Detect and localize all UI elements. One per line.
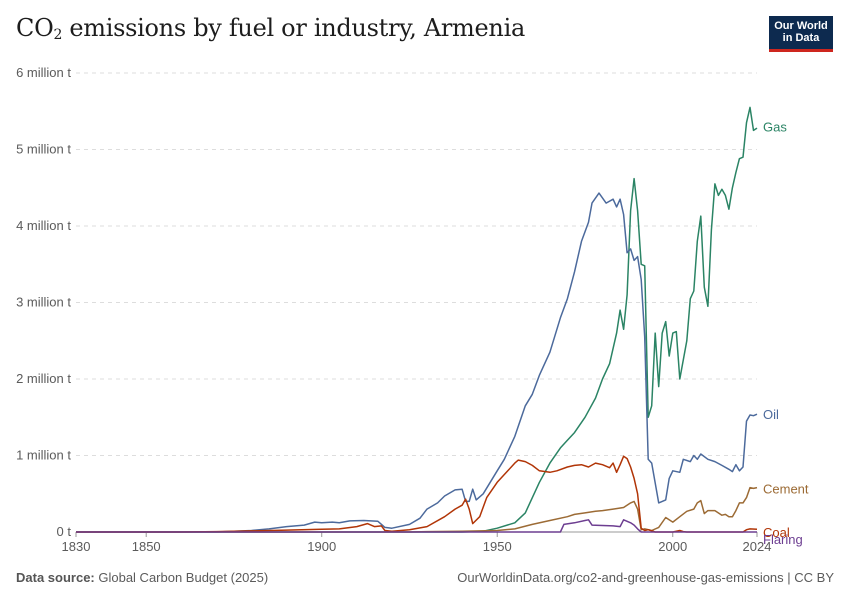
y-tick-label: 0 t bbox=[57, 524, 72, 539]
y-tick-label: 2 million t bbox=[16, 371, 71, 386]
data-source: Data source: Global Carbon Budget (2025) bbox=[16, 570, 269, 585]
y-tick-label: 3 million t bbox=[16, 295, 71, 310]
x-tick-label: 2000 bbox=[658, 539, 687, 554]
series-label-oil[interactable]: Oil bbox=[763, 407, 779, 422]
x-tick-label: 1830 bbox=[62, 539, 91, 554]
source-link[interactable]: OurWorldinData.org/co2-and-greenhouse-ga… bbox=[457, 570, 834, 585]
series-line-cement[interactable] bbox=[76, 486, 758, 533]
owid-logo[interactable]: Our World in Data bbox=[769, 16, 833, 52]
y-tick-label: 4 million t bbox=[16, 218, 71, 233]
series-label-gas[interactable]: Gas bbox=[763, 120, 787, 135]
series-label-coal[interactable]: Coal bbox=[763, 525, 790, 540]
series-line-flaring[interactable] bbox=[76, 519, 757, 533]
x-tick-label: 1900 bbox=[307, 539, 336, 554]
y-tick-label: 6 million t bbox=[16, 65, 71, 80]
series-line-oil[interactable] bbox=[76, 192, 758, 533]
series-label-flaring[interactable]: Flaring bbox=[763, 532, 803, 547]
series-line-gas[interactable] bbox=[76, 106, 758, 533]
series-label-cement[interactable]: Cement bbox=[763, 481, 809, 496]
series-line-coal[interactable] bbox=[76, 455, 758, 533]
y-tick-label: 5 million t bbox=[16, 142, 71, 157]
logo-line-2: in Data bbox=[782, 32, 820, 44]
x-tick-label: 1950 bbox=[483, 539, 512, 554]
y-tick-label: 1 million t bbox=[16, 448, 71, 463]
x-tick-label: 1850 bbox=[132, 539, 161, 554]
x-tick-label: 2024 bbox=[743, 539, 772, 554]
logo-line-1: Our World bbox=[774, 20, 828, 32]
chart-title: CO2 emissions by fuel or industry, Armen… bbox=[16, 14, 525, 43]
